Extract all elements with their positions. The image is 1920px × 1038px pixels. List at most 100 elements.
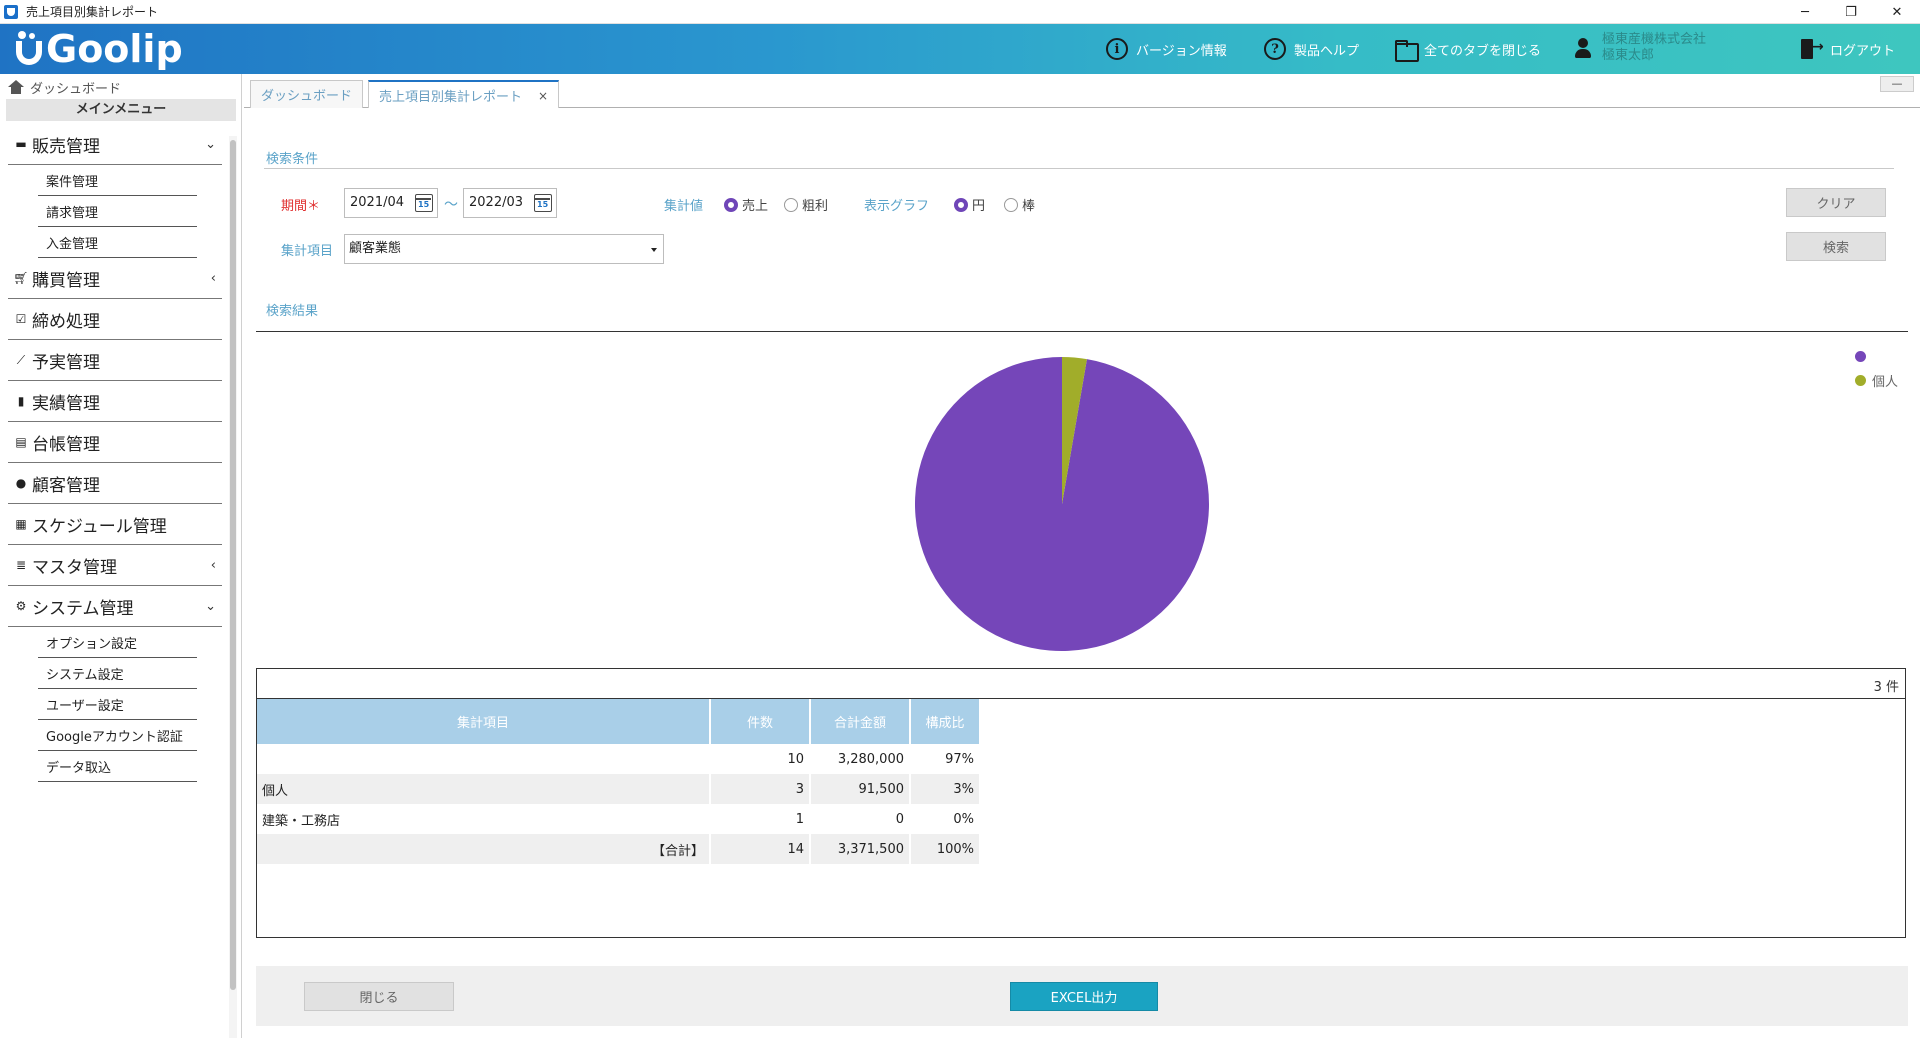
pie-chart: 個人 <box>256 332 1908 670</box>
radio-pie[interactable]: 円 <box>954 195 985 214</box>
divider <box>264 168 1894 169</box>
menu-group-budget[interactable]: ⟋ 予実管理 <box>8 340 222 381</box>
version-info-button[interactable]: i バージョン情報 <box>1106 36 1227 62</box>
menu-item-billing[interactable]: 請求管理 <box>38 196 197 227</box>
menu-group-label: システム管理 <box>32 598 134 619</box>
column-header-item[interactable]: 集計項目 <box>257 699 711 744</box>
product-help-button[interactable]: ? 製品ヘルプ <box>1264 36 1359 62</box>
sidebar-scrollbar[interactable] <box>229 136 237 1038</box>
restore-window-button[interactable]: ❐ <box>1845 4 1857 20</box>
user-name: 極東太郎 <box>1602 48 1655 63</box>
cell-total-ratio: 100% <box>910 834 981 864</box>
column-header-ratio[interactable]: 構成比 <box>910 699 981 744</box>
menu-group-master[interactable]: ≣ マスタ管理 ‹ <box>8 545 222 586</box>
radio-gross-profit[interactable]: 粗利 <box>784 195 828 214</box>
period-label: 期間＊ <box>281 199 321 214</box>
close-window-button[interactable]: ✕ <box>1891 4 1903 20</box>
menu-item-option-settings[interactable]: オプション設定 <box>38 627 197 658</box>
date-from-input[interactable]: 2021/04 <box>344 188 438 218</box>
menu-group-results[interactable]: ▮ 実績管理 <box>8 381 222 422</box>
aggregate-value-label: 集計値 <box>664 199 704 214</box>
aggregate-item-select[interactable]: 顧客業態 <box>344 234 664 264</box>
home-icon <box>8 80 24 94</box>
menu-group-closing[interactable]: ☑ 締め処理 <box>8 299 222 340</box>
table-header-row: 集計項目 件数 合計金額 構成比 <box>257 699 981 744</box>
menu-group-label: 予実管理 <box>32 352 100 373</box>
menu-group-sales[interactable]: ▬ 販売管理 ⌄ <box>8 124 222 165</box>
sidebar-scroll-thumb[interactable] <box>230 140 236 990</box>
menu-item-payment[interactable]: 入金管理 <box>38 227 197 258</box>
menu-group-label: 購買管理 <box>32 270 100 291</box>
menu-group-label: 実績管理 <box>32 393 100 414</box>
table-total-row: 【合計】 14 3,371,500 100% <box>257 834 981 864</box>
tab-label: 売上項目別集計レポート <box>379 90 523 105</box>
app-icon <box>4 4 18 19</box>
legend-item[interactable] <box>1854 344 1898 368</box>
radio-bar[interactable]: 棒 <box>1004 195 1035 214</box>
graph-type-label: 表示グラフ <box>864 199 930 214</box>
cell-ratio: 97% <box>910 744 981 774</box>
table-row[interactable]: 建築・工務店 1 0 0% <box>257 804 981 834</box>
cart-icon: 🛒︎ <box>13 271 29 285</box>
pie-slice-1[interactable] <box>1062 357 1087 504</box>
calendar-icon: ▦ <box>15 517 27 531</box>
menu-group-purchase[interactable]: 🛒︎ 購買管理 ‹ <box>8 258 222 299</box>
dropdown-caret-icon <box>651 248 657 252</box>
menu-group-label: 締め処理 <box>32 311 100 332</box>
cell-item <box>257 744 711 774</box>
tab-sales-item-report[interactable]: 売上項目別集計レポート × <box>368 80 560 109</box>
logo-mark-icon <box>14 31 44 67</box>
date-to-input[interactable]: 2022/03 <box>463 188 557 218</box>
minimize-panel-button[interactable]: — <box>1880 76 1914 92</box>
radio-sales[interactable]: 売上 <box>724 195 768 214</box>
radio-dot <box>724 197 738 212</box>
tab-bar: ダッシュボード 売上項目別集計レポート × — <box>244 74 1920 109</box>
menu-group-schedule[interactable]: ▦ スケジュール管理 <box>8 504 222 545</box>
legend-dot <box>1854 374 1866 386</box>
menu-item-google-auth[interactable]: Googleアカウント認証 <box>38 720 197 751</box>
tab-dashboard[interactable]: ダッシュボード <box>250 80 364 108</box>
tab-label: ダッシュボード <box>261 89 353 104</box>
cell-total-count: 14 <box>710 834 811 864</box>
app-header: Goolip i バージョン情報 ? 製品ヘルプ 全てのタブを閉じる 極東産機株… <box>0 24 1920 74</box>
dashboard-link[interactable]: ダッシュボード <box>8 78 121 97</box>
radio-dot <box>954 197 968 212</box>
menu-item-user-settings[interactable]: ユーザー設定 <box>38 689 197 720</box>
column-header-count[interactable]: 件数 <box>710 699 811 744</box>
menu-group-system[interactable]: ⚙ システム管理 ⌄ <box>8 586 222 627</box>
cell-count: 1 <box>710 804 811 834</box>
column-header-amount[interactable]: 合計金額 <box>810 699 911 744</box>
chart-legend: 個人 <box>1854 344 1898 392</box>
sidebar: ダッシュボード メインメニュー ▬ 販売管理 ⌄ 案件管理 請求管理 入金管理 … <box>0 74 242 1038</box>
radio-dot <box>784 197 798 212</box>
goolip-logo[interactable]: Goolip <box>14 27 183 71</box>
menu-item-data-import[interactable]: データ取込 <box>38 751 197 782</box>
cell-ratio: 0% <box>910 804 981 834</box>
table-row[interactable]: 個人 3 91,500 3% <box>257 774 981 804</box>
clear-button[interactable]: クリア <box>1786 188 1886 217</box>
menu-item-system-settings[interactable]: システム設定 <box>38 658 197 689</box>
cell-amount: 0 <box>810 804 911 834</box>
minimize-window-button[interactable]: ─ <box>1801 4 1809 20</box>
menu-group-customer[interactable]: ● 顧客管理 <box>8 463 222 504</box>
close-button[interactable]: 閉じる <box>304 982 454 1011</box>
menu-group-label: マスタ管理 <box>32 557 117 578</box>
pie-chart-svg <box>915 357 1209 651</box>
result-count: 3 件 <box>1873 680 1899 695</box>
menu-item-project[interactable]: 案件管理 <box>38 165 197 196</box>
calendar-icon[interactable] <box>534 194 552 212</box>
table-row[interactable]: 10 3,280,000 97% <box>257 744 981 774</box>
legend-item[interactable]: 個人 <box>1854 368 1898 392</box>
menu-group-ledger[interactable]: ▤ 台帳管理 <box>8 422 222 463</box>
calendar-icon[interactable] <box>415 194 433 212</box>
search-button[interactable]: 検索 <box>1786 232 1886 261</box>
cell-count: 3 <box>710 774 811 804</box>
checkbox-icon: ☑ <box>15 312 27 326</box>
close-all-tabs-button[interactable]: 全てのタブを閉じる <box>1394 36 1541 62</box>
radio-dot <box>1004 197 1018 212</box>
logout-button[interactable]: ログアウト <box>1800 36 1895 62</box>
excel-export-button[interactable]: EXCEL出力 <box>1010 982 1158 1011</box>
close-icon[interactable]: × <box>538 88 549 103</box>
window-title: 売上項目別集計レポート <box>26 5 159 19</box>
users-icon: ● <box>15 476 27 490</box>
